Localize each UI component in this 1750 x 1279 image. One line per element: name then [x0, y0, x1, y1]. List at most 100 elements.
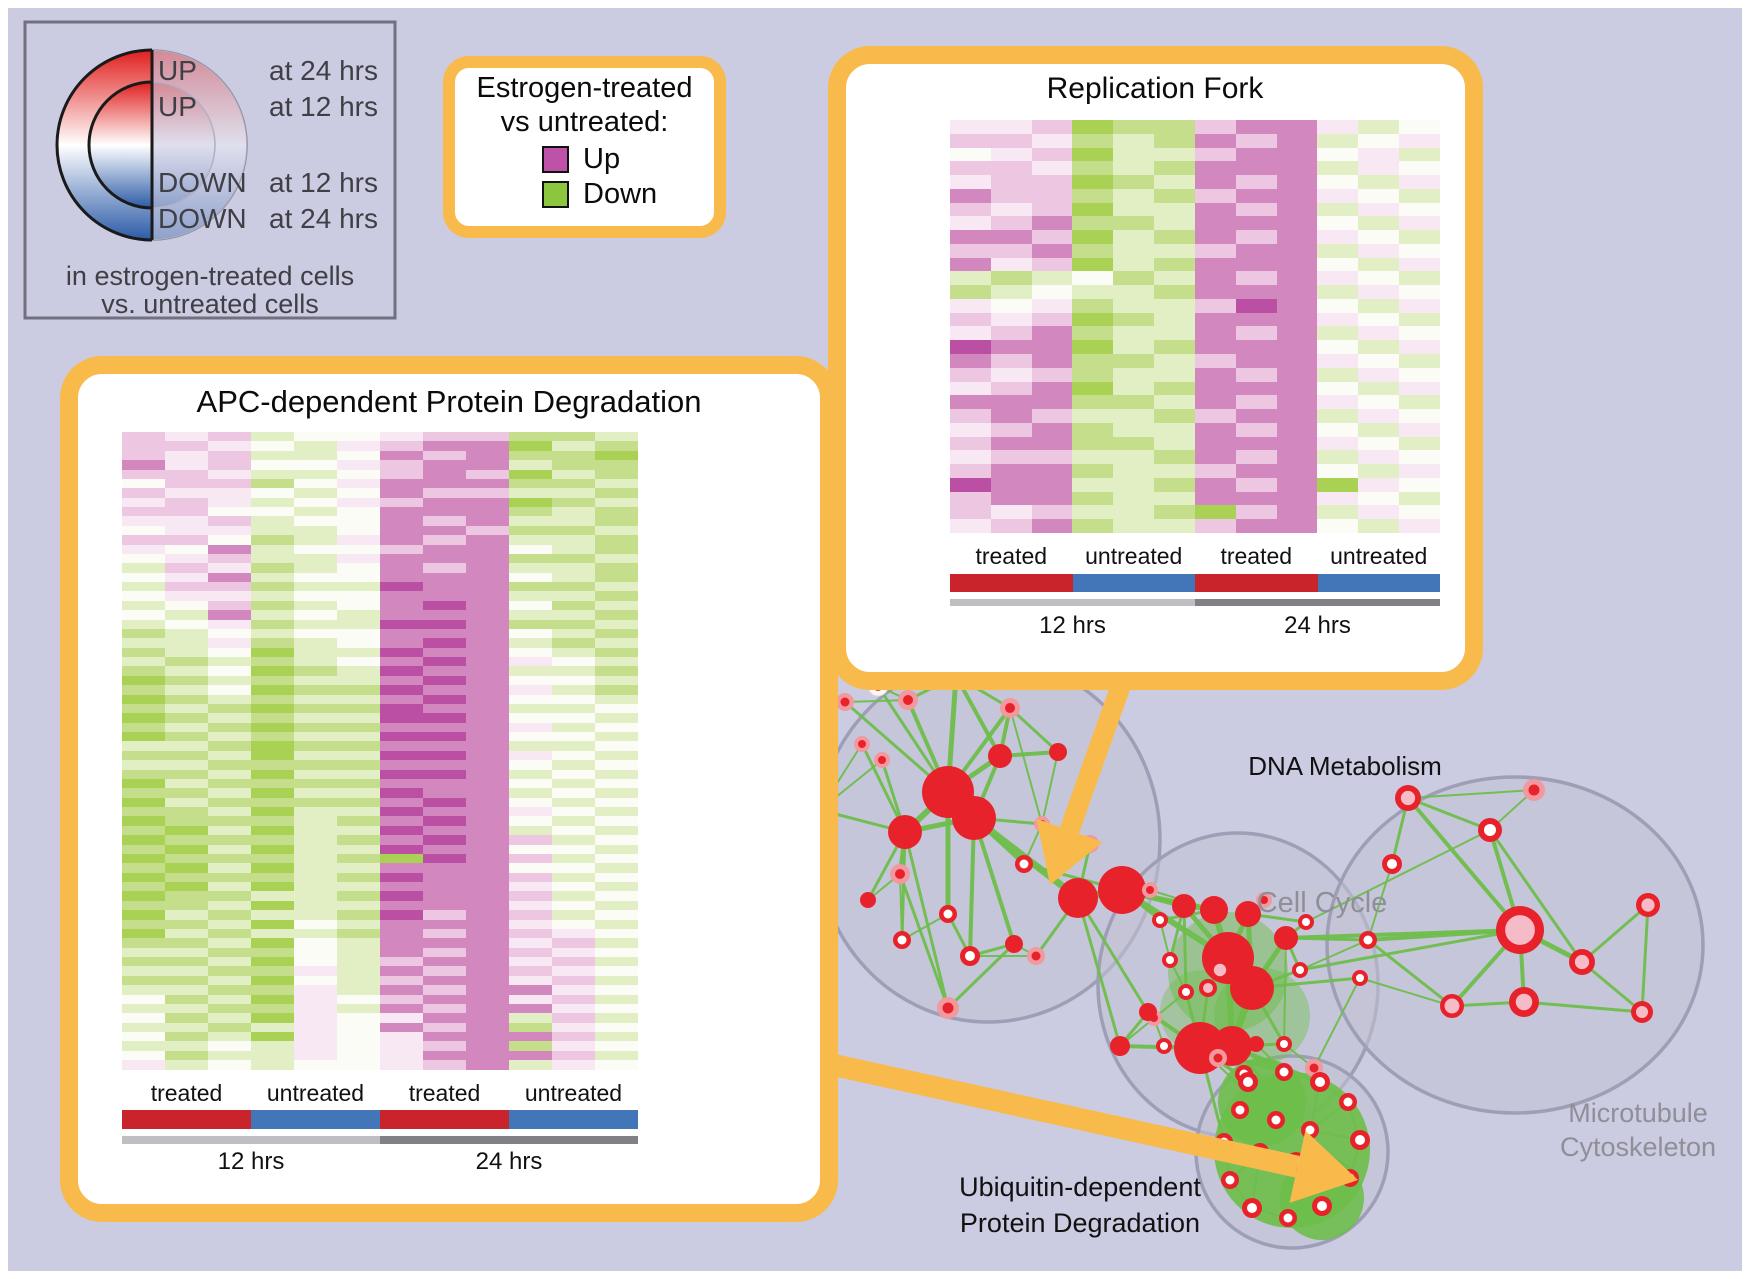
gene-node-faded-center — [1031, 951, 1041, 961]
heatmap-row — [122, 938, 638, 948]
heatmap-row — [950, 230, 1440, 244]
rf-bar-treated-24 — [1195, 574, 1318, 592]
heatmap-row — [122, 694, 638, 704]
heatmap-row — [122, 460, 638, 470]
replication-fork-heatmap — [950, 120, 1440, 533]
gene-node-pink-center — [1203, 983, 1213, 993]
heatmap-row — [122, 582, 638, 592]
gene-node-faded-center — [1309, 1063, 1319, 1073]
heatmap-row — [122, 966, 638, 976]
heatmap-row — [122, 807, 638, 817]
heatmap-row — [950, 175, 1440, 189]
network-edge — [968, 817, 976, 957]
heatmap-row — [950, 477, 1440, 492]
apc-bar-treated-12 — [122, 1110, 251, 1129]
heatmap-row — [122, 891, 638, 901]
gene-node-ring-center — [1296, 966, 1304, 974]
ring-down12-dir: DOWN — [158, 167, 247, 198]
heatmap-row — [122, 769, 638, 779]
heatmap-row — [122, 600, 638, 611]
heatmap-row — [122, 853, 638, 864]
rf-group-untreated-12: untreated — [1085, 543, 1183, 569]
heatmap-row — [950, 436, 1440, 451]
heatmap-row — [122, 947, 638, 957]
network-edge — [1041, 751, 1059, 825]
heatmap-row — [122, 544, 638, 554]
heatmap-row — [950, 161, 1440, 176]
gene-node-solid — [1235, 901, 1261, 927]
heatmap-row — [950, 491, 1440, 506]
heatmap-row — [950, 120, 1440, 134]
heatmap-row — [122, 1050, 638, 1061]
heatmap-row — [950, 133, 1440, 148]
ring-legend: UP UP DOWN DOWN at 24 hrs at 12 hrs at 1… — [23, 20, 397, 320]
ring-fade-right-half — [152, 50, 247, 240]
updown-legend-title-2: vs untreated: — [500, 106, 669, 138]
heatmap-row — [950, 298, 1440, 313]
gene-node-pink-center — [1635, 1005, 1649, 1019]
gene-node-ring-center — [1225, 1175, 1235, 1185]
apc-group-labels: treated untreated treated untreated — [122, 1080, 638, 1107]
gene-node-solid — [1049, 743, 1067, 761]
network-edge — [946, 942, 1016, 1010]
rf-group-untreated-24: untreated — [1330, 543, 1428, 569]
gene-node-pink-center — [1444, 998, 1460, 1014]
heatmap-row — [122, 516, 638, 526]
rf-group-labels: treated untreated treated untreated — [950, 543, 1440, 570]
heatmap-row — [950, 354, 1440, 368]
heatmap-row — [950, 505, 1440, 520]
ring-down12-time: at 12 hrs — [269, 167, 378, 198]
heatmap-row — [122, 910, 638, 920]
cluster-label: Ubiquitin-dependent — [959, 1172, 1201, 1202]
heatmap-row — [950, 422, 1440, 437]
updown-legend-box — [443, 56, 726, 238]
apc-heatmap — [122, 432, 638, 1070]
rf-timebar-24 — [1195, 599, 1440, 606]
down-color-swatch — [542, 181, 569, 208]
rf-bar-untreated-12 — [1072, 574, 1195, 592]
heatmap-row — [122, 1003, 638, 1014]
apc-bar-untreated-12 — [251, 1110, 380, 1129]
heatmap-row — [122, 928, 638, 939]
gene-node-faded-center — [1260, 896, 1268, 904]
heatmap-row — [950, 312, 1440, 327]
network-edge — [1581, 903, 1649, 964]
heatmap-row — [122, 1022, 638, 1032]
heatmap-row — [122, 610, 638, 620]
gene-node-solid — [1274, 926, 1298, 950]
network-edge — [1076, 897, 1150, 1013]
heatmap-row — [122, 525, 638, 536]
network-edge — [1009, 707, 1043, 825]
network-edge — [1523, 1000, 1643, 1014]
up-label: Up — [583, 143, 621, 175]
heatmap-row — [122, 741, 638, 751]
network-edge — [1406, 796, 1522, 932]
cluster-label: Protein Degradation — [960, 1208, 1200, 1238]
heatmap-row — [122, 844, 638, 854]
network-edge — [1367, 938, 1453, 1008]
gene-node-faded-center — [903, 695, 913, 705]
gene-node-solid — [1005, 935, 1023, 953]
heatmap-row — [950, 340, 1440, 355]
heatmap-row — [122, 563, 638, 573]
apc-group-untreated-12: untreated — [266, 1080, 365, 1106]
heatmap-row — [950, 257, 1440, 272]
network-edge — [898, 873, 950, 1009]
gene-node-pink-center — [1641, 898, 1655, 912]
heatmap-row — [122, 985, 638, 995]
gene-node-ring-center — [1160, 1042, 1168, 1050]
gene-node-ring-center — [1387, 859, 1397, 869]
heatmap-row — [122, 647, 638, 657]
heatmap-row — [122, 619, 638, 629]
network-edge — [1305, 829, 1491, 923]
heatmap-row — [122, 488, 638, 498]
gene-node-pink-center — [1213, 963, 1227, 977]
gene-node-pink-center — [1515, 993, 1533, 1011]
gene-node-faded-center — [858, 740, 866, 748]
heatmap-row — [122, 432, 638, 442]
gene-node-pink-center — [1505, 915, 1535, 945]
heatmap-row — [950, 395, 1440, 410]
heatmap-row — [950, 216, 1440, 231]
heatmap-row — [950, 243, 1440, 258]
heatmap-row — [122, 703, 638, 714]
